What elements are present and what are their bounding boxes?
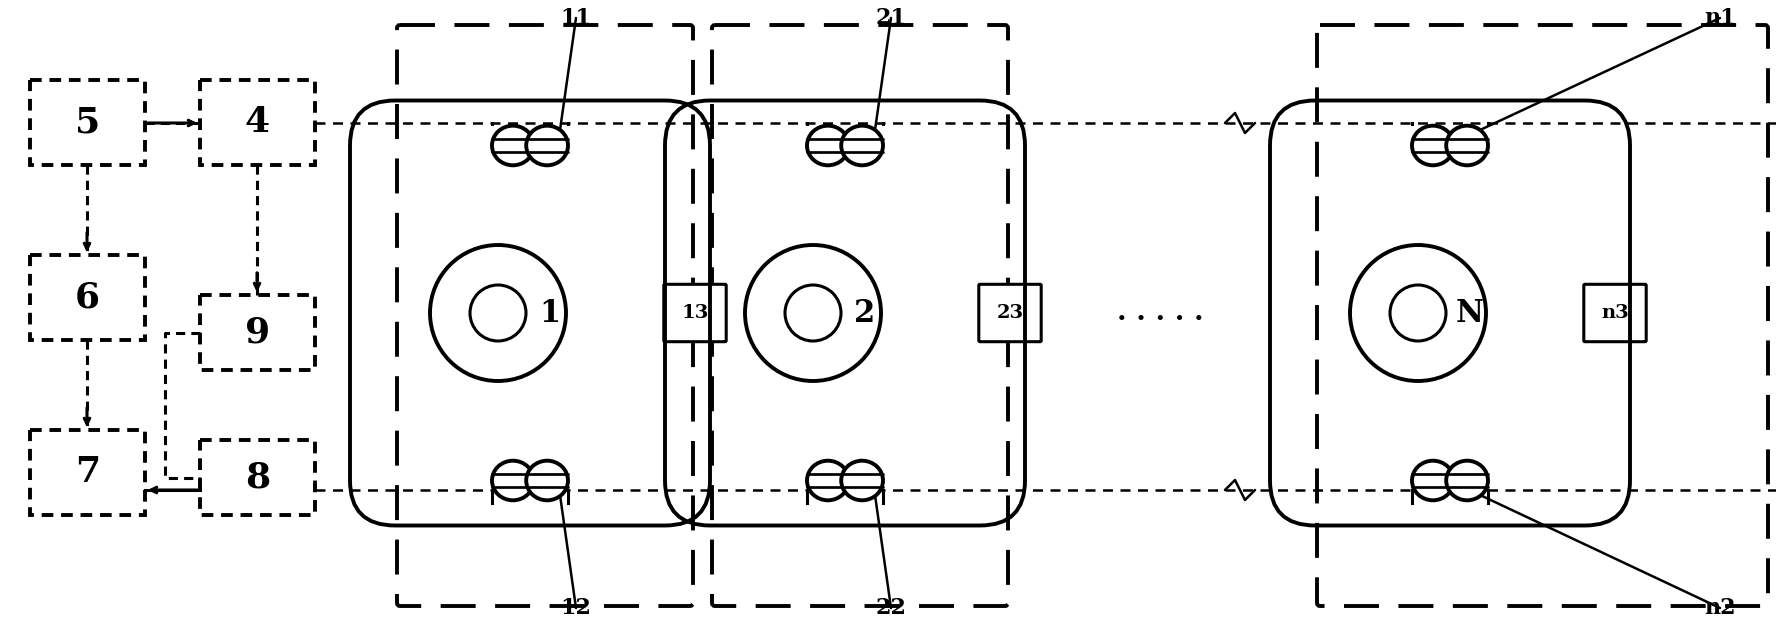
Polygon shape [30, 80, 146, 165]
Polygon shape [30, 255, 146, 340]
Text: 2: 2 [854, 297, 876, 329]
FancyBboxPatch shape [664, 284, 726, 342]
Text: 23: 23 [996, 304, 1023, 322]
FancyBboxPatch shape [979, 284, 1041, 342]
FancyBboxPatch shape [1584, 284, 1646, 342]
Ellipse shape [492, 461, 535, 500]
Text: 21: 21 [876, 7, 906, 29]
Polygon shape [201, 295, 314, 370]
Polygon shape [201, 80, 314, 165]
Polygon shape [30, 430, 146, 515]
Text: 1: 1 [540, 297, 561, 329]
Text: 6: 6 [75, 280, 99, 315]
Ellipse shape [1446, 461, 1488, 500]
Text: 8: 8 [245, 460, 270, 495]
Text: n2: n2 [1705, 597, 1735, 619]
Text: 9: 9 [245, 315, 270, 349]
Text: n1: n1 [1705, 7, 1735, 29]
Text: 22: 22 [876, 597, 906, 619]
Text: 4: 4 [245, 105, 270, 139]
Text: 11: 11 [561, 7, 591, 29]
Ellipse shape [806, 125, 849, 166]
Text: 13: 13 [682, 304, 709, 322]
Ellipse shape [526, 461, 568, 500]
Ellipse shape [1446, 125, 1488, 166]
Ellipse shape [806, 461, 849, 500]
Ellipse shape [526, 125, 568, 166]
Ellipse shape [492, 125, 535, 166]
Text: n3: n3 [1602, 304, 1629, 322]
Text: 7: 7 [75, 455, 99, 490]
Ellipse shape [1412, 461, 1455, 500]
Text: N: N [1456, 297, 1485, 329]
Text: 5: 5 [75, 105, 99, 139]
Text: . . . . .: . . . . . [1117, 300, 1204, 327]
Ellipse shape [1412, 125, 1455, 166]
Text: 12: 12 [561, 597, 591, 619]
Ellipse shape [842, 125, 883, 166]
Polygon shape [201, 440, 314, 515]
Ellipse shape [842, 461, 883, 500]
